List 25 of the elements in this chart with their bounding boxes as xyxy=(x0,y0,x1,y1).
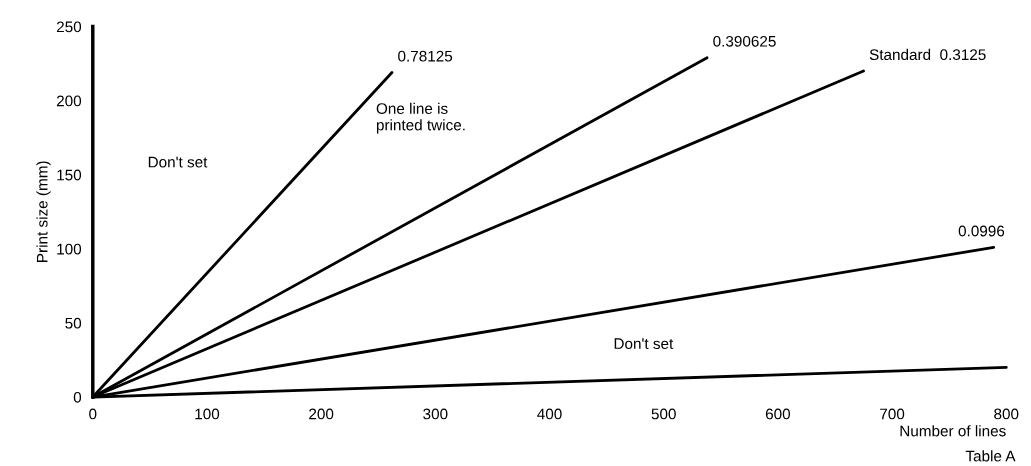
x-tick-label: 600 xyxy=(765,408,791,420)
y-axis-title: Print size (mm) xyxy=(36,161,51,262)
y-tick-label: 100 xyxy=(57,243,82,255)
series-label: Standard 0.3125 xyxy=(869,48,986,61)
x-axis-title: Number of lines xyxy=(900,425,1006,437)
y-tick-label: 150 xyxy=(57,169,82,181)
series-label: 0.390625 xyxy=(713,35,776,47)
x-tick-label: 500 xyxy=(651,408,676,420)
series-label: 0.78125 xyxy=(398,50,453,62)
x-tick-label: 100 xyxy=(195,408,220,420)
y-tick-label: 0 xyxy=(73,391,82,403)
y-tick-label: 200 xyxy=(56,95,82,107)
annotation: Don't set xyxy=(614,338,674,350)
x-tick-label: 800 xyxy=(994,408,1019,420)
annotation: One line is printed twice. xyxy=(376,102,465,134)
y-tick-label: 50 xyxy=(65,317,82,329)
x-tick-label: 0 xyxy=(89,408,97,420)
x-tick-label: 400 xyxy=(537,408,562,420)
x-tick-label: 300 xyxy=(423,408,448,420)
y-tick-label: 250 xyxy=(56,21,82,33)
series-label: 0.0996 xyxy=(958,225,1005,237)
x-tick-label: 200 xyxy=(309,408,334,420)
x-tick-label: 700 xyxy=(880,408,905,420)
annotation: Don't set xyxy=(148,156,208,168)
text: Table A xyxy=(965,450,1016,462)
